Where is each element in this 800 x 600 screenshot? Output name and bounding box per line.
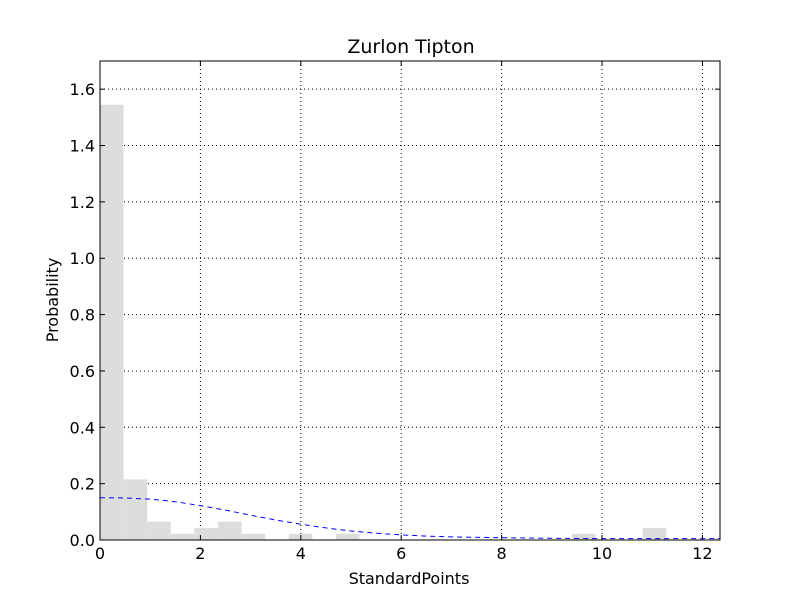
grid-lines xyxy=(100,61,720,540)
y-tick-label: 0.4 xyxy=(70,418,95,437)
x-tick-label: 12 xyxy=(692,544,712,563)
y-tick-label: 0.8 xyxy=(70,306,95,325)
histogram-bar xyxy=(571,533,596,540)
y-tick-label: 1.6 xyxy=(70,80,95,99)
y-tick-labels: 0.0 0.2 0.4 0.6 0.8 1.0 1.2 1.4 1.6 xyxy=(70,80,95,550)
x-tick-label: 2 xyxy=(195,544,205,563)
histogram-bar xyxy=(194,527,218,540)
density-curve-line xyxy=(99,497,720,540)
x-tick-label: 4 xyxy=(296,544,306,563)
density-curve xyxy=(99,497,720,540)
y-tick-label: 0.2 xyxy=(70,475,95,494)
histogram-bar xyxy=(123,479,148,540)
histogram-bar xyxy=(335,533,360,540)
histogram-bar xyxy=(147,521,171,540)
y-tick-label: 1.2 xyxy=(70,193,95,212)
chart-title: Zurlon Tipton xyxy=(347,36,474,58)
histogram-bar xyxy=(241,533,266,540)
y-tick-label: 0.0 xyxy=(70,531,95,550)
x-tick-label: 6 xyxy=(396,544,406,563)
histogram-bar xyxy=(170,533,195,540)
histogram-bar xyxy=(100,104,124,541)
y-tick-label: 1.4 xyxy=(70,137,95,156)
histogram-bar xyxy=(713,537,720,540)
y-axis-label: Probability xyxy=(43,258,62,343)
histogram-bar xyxy=(642,527,667,540)
histogram-bar xyxy=(217,521,242,540)
x-tick-labels: 0 2 4 6 8 10 12 xyxy=(95,544,713,563)
x-tick-label: 0 xyxy=(95,544,105,563)
y-tick-label: 0.6 xyxy=(70,362,95,381)
plot-frame xyxy=(99,60,721,541)
x-tick-label: 8 xyxy=(497,544,507,563)
axis-ticks xyxy=(99,61,720,541)
x-axis-label: StandardPoints xyxy=(349,569,470,588)
histogram-bars xyxy=(100,104,720,541)
y-tick-label: 1.0 xyxy=(70,249,95,268)
x-tick-label: 10 xyxy=(592,544,612,563)
